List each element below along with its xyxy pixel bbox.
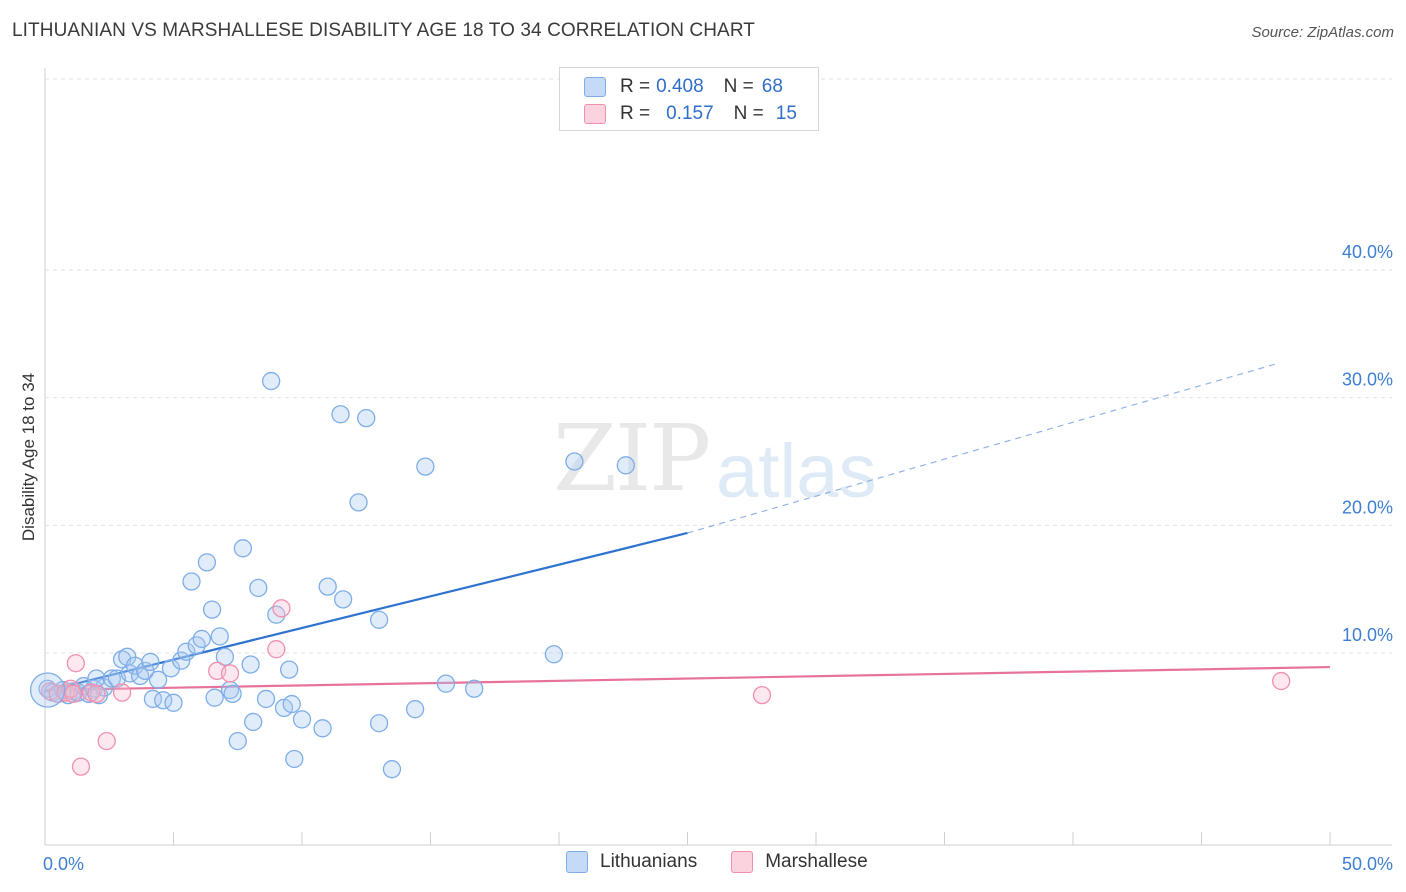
point-lithuanians[interactable]	[369, 714, 389, 733]
legend-r-label: R =	[620, 103, 651, 124]
point-lithuanians[interactable]	[416, 457, 435, 476]
point-marshallese[interactable]	[61, 679, 80, 698]
point-lithuanians[interactable]	[249, 578, 268, 598]
watermark-zip: ZIP	[553, 405, 711, 512]
point-marshallese[interactable]	[752, 685, 772, 705]
point-lithuanians[interactable]	[565, 452, 584, 471]
point-lithuanians[interactable]	[233, 539, 253, 558]
point-lithuanians[interactable]	[318, 577, 337, 596]
point-lithuanians[interactable]	[215, 647, 235, 666]
point-lithuanians[interactable]	[102, 669, 121, 688]
point-lithuanians[interactable]	[282, 694, 301, 714]
y-tick-label: 20.0%	[1342, 497, 1393, 517]
x-tick-label: 50.0%	[1342, 854, 1393, 874]
legend-n-label: N =	[723, 76, 754, 97]
legend-r-value: 0.157	[666, 103, 714, 124]
point-marshallese[interactable]	[66, 654, 85, 673]
point-lithuanians[interactable]	[405, 700, 425, 719]
legend-n-value: 68	[761, 76, 783, 97]
point-lithuanians[interactable]	[161, 659, 181, 678]
point-lithuanians[interactable]	[182, 572, 201, 591]
point-lithuanians[interactable]	[241, 655, 260, 674]
point-lithuanians[interactable]	[292, 710, 312, 729]
axes	[44, 68, 1392, 846]
legend-n-label: N =	[733, 103, 764, 124]
point-lithuanians[interactable]	[210, 627, 229, 646]
point-lithuanians[interactable]	[172, 651, 191, 670]
correlation-legend: R = 0.408 N = 68 R = 0.157 N = 15	[559, 67, 819, 131]
point-lithuanians[interactable]	[192, 629, 211, 649]
watermark-atlas: atlas	[716, 429, 877, 514]
point-lithuanians[interactable]	[164, 693, 183, 712]
point-lithuanians[interactable]	[357, 408, 376, 428]
point-lithuanians[interactable]	[544, 645, 564, 664]
series-legend-marshallese[interactable]: Marshallese	[731, 851, 868, 873]
series-legend: Lithuanians Marshallese	[566, 851, 902, 873]
point-marshallese[interactable]	[272, 599, 291, 618]
point-marshallese[interactable]	[71, 757, 91, 776]
point-marshallese[interactable]	[1272, 671, 1291, 691]
point-lithuanians[interactable]	[285, 749, 304, 769]
point-marshallese[interactable]	[220, 664, 240, 683]
y-axis-label: Disability Age 18 to 34	[19, 373, 38, 541]
point-lithuanians-cluster[interactable]	[29, 672, 66, 708]
point-lithuanians[interactable]	[130, 666, 150, 686]
legend-row-marshallese: R = 0.157 N = 15	[584, 101, 797, 127]
legend-r-label: R =	[620, 76, 651, 97]
series-swatch-lithuanians	[566, 851, 588, 873]
chart-title: LITHUANIAN VS MARSHALLESE DISABILITY AGE…	[12, 20, 756, 41]
data-points	[29, 371, 1291, 779]
series-label-lithuanians: Lithuanians	[600, 851, 698, 872]
y-tick-label: 40.0%	[1342, 242, 1393, 262]
series-swatch-marshallese	[731, 851, 754, 873]
point-marshallese[interactable]	[267, 640, 286, 659]
legend-n-value: 15	[775, 103, 797, 124]
point-lithuanians[interactable]	[148, 670, 168, 689]
point-marshallese[interactable]	[112, 683, 132, 702]
point-lithuanians[interactable]	[256, 689, 276, 709]
point-marshallese[interactable]	[64, 684, 83, 704]
trend-lines	[44, 362, 1331, 693]
point-lithuanians[interactable]	[616, 456, 635, 475]
series-label-marshallese: Marshallese	[765, 851, 868, 872]
source-label: Source: ZipAtlas.com	[1251, 24, 1394, 41]
axis-labels: 10.0% 20.0% 30.0% 40.0% 0.0% 50.0% Disability …	[19, 242, 1393, 874]
legend-r-value: 0.408	[656, 76, 704, 97]
point-lithuanians[interactable]	[244, 712, 263, 732]
point-lithuanians[interactable]	[313, 719, 332, 738]
point-lithuanians[interactable]	[136, 661, 155, 681]
point-lithuanians[interactable]	[197, 553, 217, 572]
point-lithuanians[interactable]	[202, 600, 222, 619]
point-lithuanians[interactable]	[87, 669, 106, 688]
y-tick-label: 30.0%	[1342, 370, 1393, 390]
trend-line-lithuanians-extension	[687, 362, 1279, 534]
point-lithuanians[interactable]	[382, 760, 402, 779]
grid-lines	[45, 78, 1392, 654]
legend-row-lithuanians: R = 0.408 N = 68	[584, 74, 783, 100]
point-lithuanians[interactable]	[333, 590, 353, 609]
legend-swatch-lithuanians	[584, 77, 606, 97]
point-lithuanians[interactable]	[262, 371, 281, 391]
y-tick-label: 10.0%	[1342, 625, 1393, 645]
point-lithuanians[interactable]	[279, 660, 299, 679]
point-marshallese[interactable]	[87, 684, 106, 704]
series-legend-lithuanians[interactable]: Lithuanians	[566, 851, 697, 873]
point-marshallese[interactable]	[97, 731, 116, 751]
trend-line-marshallese	[44, 665, 1331, 692]
x-tick-label: 0.0%	[43, 854, 84, 874]
point-lithuanians[interactable]	[228, 731, 247, 751]
point-lithuanians[interactable]	[331, 405, 350, 424]
point-lithuanians[interactable]	[223, 684, 242, 704]
point-lithuanians[interactable]	[369, 610, 389, 629]
point-lithuanians[interactable]	[349, 493, 368, 512]
point-lithuanians[interactable]	[436, 674, 456, 693]
point-lithuanians[interactable]	[205, 688, 224, 707]
point-lithuanians[interactable]	[177, 642, 196, 661]
point-lithuanians[interactable]	[141, 652, 160, 672]
point-lithuanians[interactable]	[465, 679, 484, 698]
legend-swatch-marshallese	[584, 104, 606, 124]
